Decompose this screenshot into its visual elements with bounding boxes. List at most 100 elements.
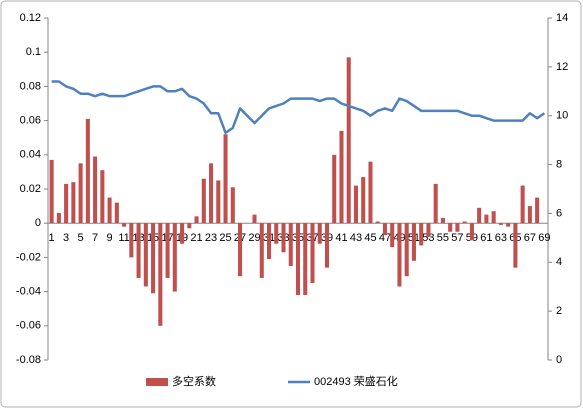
x-tick-label: 5 [78, 232, 84, 244]
bar [491, 211, 496, 224]
bar [230, 187, 235, 224]
line [51, 80, 546, 135]
bar [288, 223, 293, 266]
x-tick-label: 63 [495, 232, 507, 244]
x-tick-label: 45 [364, 232, 376, 244]
bar [426, 223, 431, 237]
bar [114, 202, 119, 224]
bar [477, 207, 482, 224]
bar [390, 223, 395, 248]
bar [56, 212, 61, 224]
bar [324, 223, 330, 268]
bar [100, 170, 105, 224]
bar [78, 163, 83, 224]
y-tick-label: 0 [35, 217, 41, 229]
bar [440, 218, 445, 224]
bar [484, 214, 489, 224]
bar [332, 154, 337, 224]
bar [310, 223, 315, 284]
bar [238, 223, 243, 277]
bar [469, 223, 474, 241]
x-tick-label: 3 [63, 232, 69, 244]
bar [498, 223, 503, 225]
bar [187, 223, 192, 229]
x-tick-label: 69 [538, 232, 550, 244]
y2-tick-label: 0 [556, 354, 562, 366]
bar [259, 223, 264, 278]
bar [303, 223, 308, 296]
x-tick-label: 11 [118, 232, 129, 244]
bar [122, 223, 127, 227]
y-tick-label: -0.06 [16, 320, 41, 332]
y-tick-label: -0.02 [16, 251, 41, 263]
bar [295, 223, 301, 296]
x-tick-label: 43 [350, 232, 362, 244]
bar [209, 163, 214, 224]
y-tick-label: -0.04 [16, 286, 41, 298]
bar [71, 182, 76, 224]
bar [361, 177, 366, 224]
x-tick-label: 57 [451, 232, 463, 244]
bar [339, 130, 344, 224]
bar [151, 223, 156, 294]
y-tick-label: -0.08 [16, 354, 41, 366]
bar [368, 161, 373, 224]
x-tick-label: 53 [422, 232, 434, 244]
bar [49, 159, 54, 224]
y2-tick-label: 2 [556, 305, 562, 317]
bar [527, 206, 532, 224]
x-tick-label: 67 [524, 232, 536, 244]
y-tick-label: 0.08 [20, 80, 41, 92]
y2-tick-label: 12 [556, 61, 568, 73]
bar [281, 223, 286, 253]
bar [448, 223, 453, 232]
x-tick-label: 21 [190, 232, 202, 244]
x-tick-label: 23 [205, 232, 217, 244]
y2-tick-label: 8 [556, 158, 562, 170]
bar [455, 223, 460, 232]
bar [274, 223, 279, 244]
y2-tick-label: 6 [556, 207, 562, 219]
legend-label: 002493 荣盛石化 [314, 374, 398, 388]
x-tick-label: 47 [379, 232, 391, 244]
bar [158, 223, 163, 326]
y2-tick-label: 14 [556, 12, 568, 24]
y-tick-label: 0.06 [20, 115, 41, 127]
bar [172, 223, 177, 292]
x-tick-label: 9 [107, 232, 113, 244]
y2-tick-label: 4 [556, 256, 562, 268]
bar [397, 223, 402, 287]
y-tick-label: 0.1 [26, 46, 41, 58]
bar [462, 221, 467, 224]
bar [382, 223, 387, 236]
bar [419, 223, 424, 246]
x-tick-label: 55 [437, 232, 449, 244]
bar [411, 223, 416, 261]
bar [404, 223, 409, 277]
bar [346, 57, 351, 224]
bar [433, 183, 438, 224]
x-tick-label: 7 [92, 232, 98, 244]
legend-label: 多空系数 [172, 374, 216, 388]
bar [180, 223, 185, 244]
y2-tick-label: 10 [556, 110, 568, 122]
x-tick-label: 1 [49, 232, 55, 244]
bar [143, 223, 148, 287]
bar [85, 118, 90, 224]
legend-swatch [146, 378, 168, 386]
bar [535, 197, 540, 224]
bar [375, 221, 380, 224]
y-tick-label: 0.12 [20, 12, 41, 24]
bar [165, 223, 170, 278]
bar [317, 223, 322, 244]
bar [136, 223, 141, 278]
bar [64, 183, 69, 224]
y-tick-label: 0.02 [20, 183, 41, 195]
bar [513, 223, 518, 268]
bar [107, 197, 112, 224]
bar [194, 216, 199, 224]
x-tick-label: 25 [219, 232, 231, 244]
x-tick-label: 29 [248, 232, 260, 244]
